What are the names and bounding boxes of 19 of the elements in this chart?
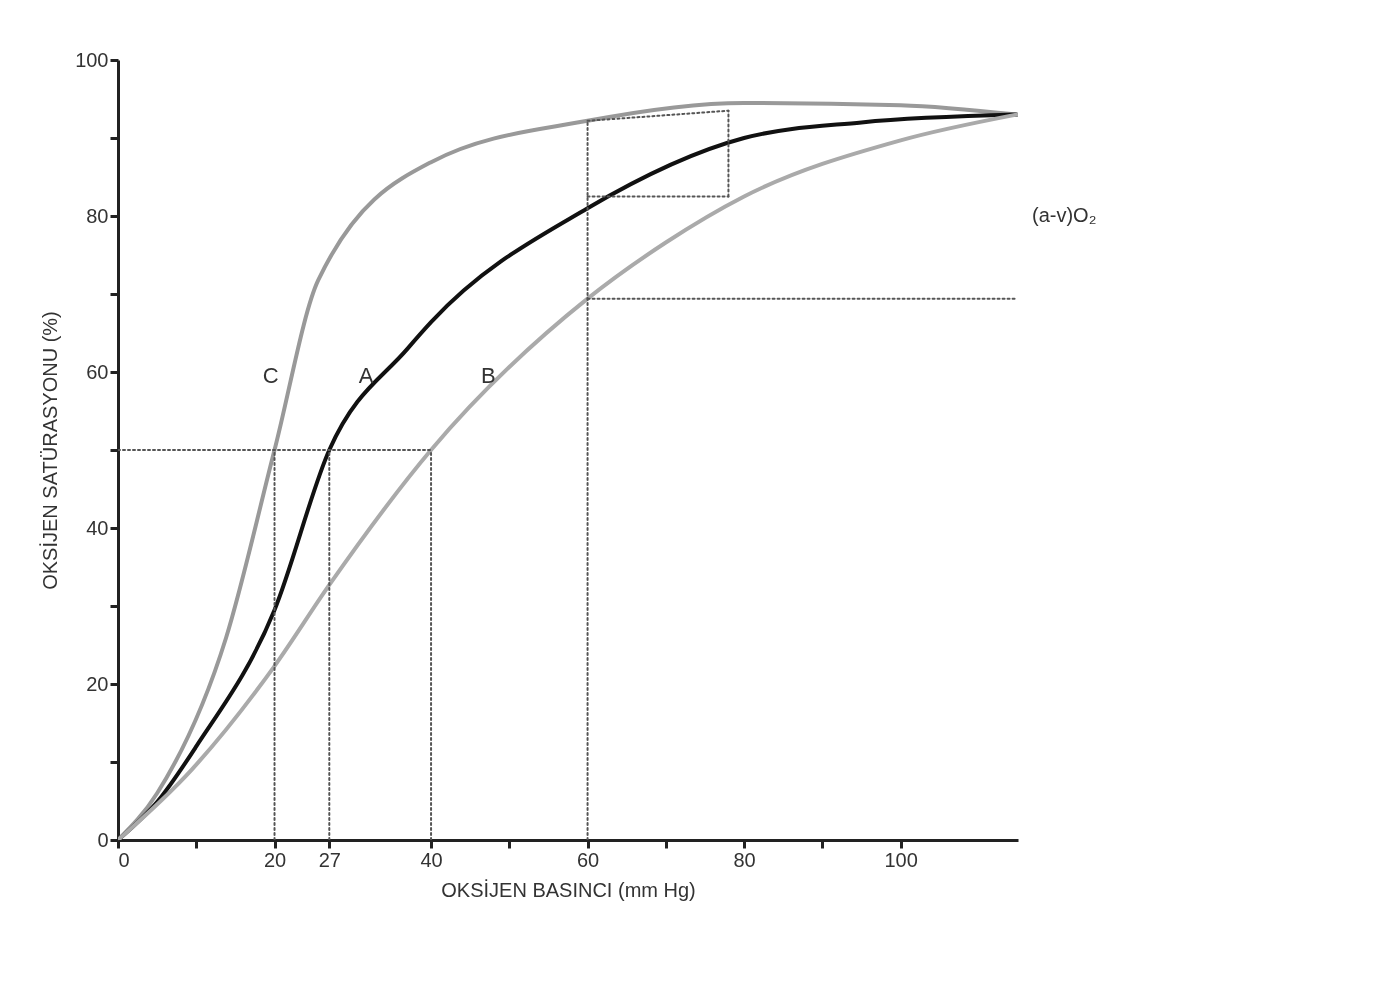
x-tick-label: 27 <box>318 848 341 871</box>
y-tick-label: 40 <box>86 516 109 539</box>
x-tick-label: 0 <box>118 848 130 871</box>
series-label: C <box>262 363 279 388</box>
text: (a-v)O₂ <box>1032 204 1097 226</box>
y-tick-label: 0 <box>97 828 109 851</box>
x-tick-label: 20 <box>263 848 287 871</box>
y-tick-label: 20 <box>86 672 109 695</box>
x-tick-label: 100 <box>884 848 918 871</box>
x-axis-title: OKSİJEN BASINCI (mm Hg) <box>441 878 696 901</box>
x-tick-label: 60 <box>576 848 600 871</box>
y-tick-label: 80 <box>86 204 109 227</box>
series-label: B <box>481 363 496 388</box>
series-label: A <box>358 363 374 388</box>
y-tick-label: 100 <box>75 48 109 71</box>
x-tick-label: 40 <box>420 848 443 871</box>
y-axis-title: OKSİJEN SATÜRASYONU (%) <box>39 311 62 590</box>
x-tick-label: 80 <box>733 848 756 871</box>
y-tick-label: 60 <box>86 360 109 383</box>
